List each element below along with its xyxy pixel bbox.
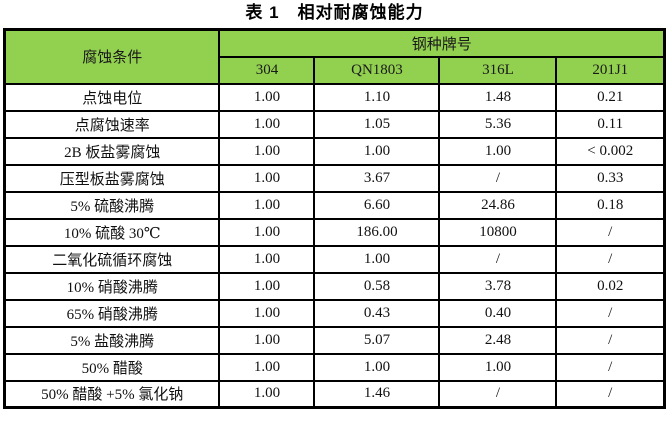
data-cell: /	[555, 352, 666, 382]
table-row: 5% 硫酸沸腾 1.00 6.60 24.86 0.18	[3, 190, 666, 220]
table-row: 50% 醋酸 1.00 1.00 1.00 /	[3, 352, 666, 382]
data-cell: 1.00	[313, 352, 441, 382]
data-cell: 6.60	[313, 190, 441, 220]
data-cell: 1.00	[438, 352, 558, 382]
data-cell: 1.00	[218, 298, 316, 328]
data-cell: /	[555, 217, 666, 247]
data-cell: 1.00	[218, 136, 316, 166]
data-cell: 1.00	[218, 163, 316, 193]
table-row: 2B 板盐雾腐蚀 1.00 1.00 1.00 < 0.002	[3, 136, 666, 166]
data-cell: 1.00	[313, 244, 441, 274]
column-header-304: 304	[218, 55, 316, 85]
table-row: 5% 盐酸沸腾 1.00 5.07 2.48 /	[3, 325, 666, 355]
data-cell: 1.00	[218, 109, 316, 139]
data-cell: 1.00	[218, 271, 316, 301]
table-row: 65% 硝酸沸腾 1.00 0.43 0.40 /	[3, 298, 666, 328]
data-cell: 5.36	[438, 109, 558, 139]
data-cell: < 0.002	[555, 136, 666, 166]
data-cell: 0.43	[313, 298, 441, 328]
data-cell: 2.48	[438, 325, 558, 355]
data-cell: 1.00	[218, 82, 316, 112]
group-header-cell: 钢种牌号	[218, 28, 666, 58]
data-cell: 1.00	[218, 352, 316, 382]
data-cell: /	[555, 298, 666, 328]
data-cell: 1.00	[438, 136, 558, 166]
data-cell: 0.33	[555, 163, 666, 193]
table-row: 50% 醋酸 +5% 氯化钠 1.00 1.46 / /	[3, 379, 666, 409]
corrosion-table: 腐蚀条件 钢种牌号 304 QN1803 316L 201J1 点蚀电位 1.0…	[2, 28, 666, 409]
data-cell: /	[438, 163, 558, 193]
data-cell: 1.05	[313, 109, 441, 139]
row-label: 二氧化硫循环腐蚀	[3, 244, 221, 274]
corner-header-cell: 腐蚀条件	[3, 28, 221, 85]
data-cell: 0.40	[438, 298, 558, 328]
data-cell: 0.58	[313, 271, 441, 301]
data-cell: 186.00	[313, 217, 441, 247]
data-cell: 0.11	[555, 109, 666, 139]
data-cell: 1.00	[313, 136, 441, 166]
column-header-316l: 316L	[438, 55, 558, 85]
data-cell: 1.00	[218, 190, 316, 220]
column-header-201j1: 201J1	[555, 55, 666, 85]
data-cell: /	[555, 325, 666, 355]
data-cell: 0.21	[555, 82, 666, 112]
data-cell: 1.00	[218, 379, 316, 409]
data-cell: 3.67	[313, 163, 441, 193]
data-cell: 1.46	[313, 379, 441, 409]
table-row: 二氧化硫循环腐蚀 1.00 1.00 / /	[3, 244, 666, 274]
data-cell: 3.78	[438, 271, 558, 301]
row-label: 点腐蚀速率	[3, 109, 221, 139]
data-cell: 24.86	[438, 190, 558, 220]
data-cell: 10800	[438, 217, 558, 247]
data-cell: 0.02	[555, 271, 666, 301]
data-cell: 1.48	[438, 82, 558, 112]
data-cell: 1.00	[218, 325, 316, 355]
row-label: 50% 醋酸	[3, 352, 221, 382]
row-label: 10% 硫酸 30℃	[3, 217, 221, 247]
table-title: 表 1 相对耐腐蚀能力	[245, 3, 424, 22]
data-cell: /	[438, 379, 558, 409]
data-cell: 5.07	[313, 325, 441, 355]
column-header-qn1803: QN1803	[313, 55, 441, 85]
row-label: 50% 醋酸 +5% 氯化钠	[3, 379, 221, 409]
data-cell: /	[555, 244, 666, 274]
table-row: 10% 硝酸沸腾 1.00 0.58 3.78 0.02	[3, 271, 666, 301]
table-row: 压型板盐雾腐蚀 1.00 3.67 / 0.33	[3, 163, 666, 193]
data-cell: /	[438, 244, 558, 274]
row-label: 5% 硫酸沸腾	[3, 190, 221, 220]
row-label: 压型板盐雾腐蚀	[3, 163, 221, 193]
row-label: 10% 硝酸沸腾	[3, 271, 221, 301]
row-label: 点蚀电位	[3, 82, 221, 112]
table-row: 10% 硫酸 30℃ 1.00 186.00 10800 /	[3, 217, 666, 247]
table-row: 点蚀电位 1.00 1.10 1.48 0.21	[3, 82, 666, 112]
data-cell: 1.00	[218, 244, 316, 274]
data-cell: 1.10	[313, 82, 441, 112]
data-cell: /	[555, 379, 666, 409]
table-row: 点腐蚀速率 1.00 1.05 5.36 0.11	[3, 109, 666, 139]
data-cell: 1.00	[218, 217, 316, 247]
row-label: 65% 硝酸沸腾	[3, 298, 221, 328]
row-label: 5% 盐酸沸腾	[3, 325, 221, 355]
data-cell: 0.18	[555, 190, 666, 220]
row-label: 2B 板盐雾腐蚀	[3, 136, 221, 166]
